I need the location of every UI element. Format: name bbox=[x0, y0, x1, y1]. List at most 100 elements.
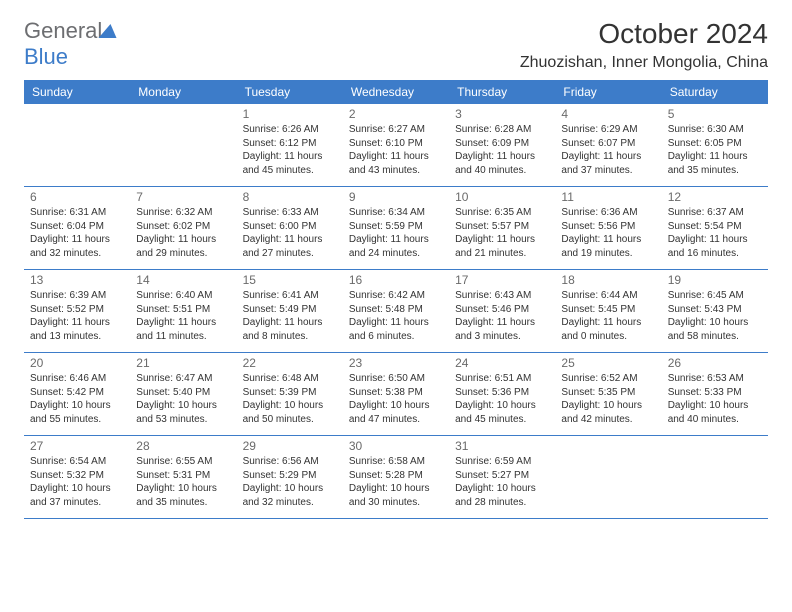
logo: General Blue bbox=[24, 18, 118, 70]
week-row: 6Sunrise: 6:31 AMSunset: 6:04 PMDaylight… bbox=[24, 187, 768, 270]
day-number: 9 bbox=[349, 190, 443, 204]
day-header: Friday bbox=[555, 80, 661, 104]
sunrise-text: Sunrise: 6:59 AM bbox=[455, 455, 549, 469]
day-number: 7 bbox=[136, 190, 230, 204]
day-header: Tuesday bbox=[237, 80, 343, 104]
day-body: Sunrise: 6:52 AMSunset: 5:35 PMDaylight:… bbox=[561, 372, 655, 426]
sunset-text: Sunset: 5:56 PM bbox=[561, 220, 655, 234]
sunset-text: Sunset: 5:46 PM bbox=[455, 303, 549, 317]
sunrise-text: Sunrise: 6:46 AM bbox=[30, 372, 124, 386]
sunrise-text: Sunrise: 6:45 AM bbox=[668, 289, 762, 303]
day-body: Sunrise: 6:54 AMSunset: 5:32 PMDaylight:… bbox=[30, 455, 124, 509]
day-number: 3 bbox=[455, 107, 549, 121]
sunset-text: Sunset: 6:12 PM bbox=[243, 137, 337, 151]
day-header: Thursday bbox=[449, 80, 555, 104]
daylight-text: Daylight: 11 hours and 40 minutes. bbox=[455, 150, 549, 177]
sunrise-text: Sunrise: 6:44 AM bbox=[561, 289, 655, 303]
day-body: Sunrise: 6:28 AMSunset: 6:09 PMDaylight:… bbox=[455, 123, 549, 177]
day-body: Sunrise: 6:53 AMSunset: 5:33 PMDaylight:… bbox=[668, 372, 762, 426]
sunrise-text: Sunrise: 6:29 AM bbox=[561, 123, 655, 137]
day-cell: 19Sunrise: 6:45 AMSunset: 5:43 PMDayligh… bbox=[662, 270, 768, 352]
sunset-text: Sunset: 6:09 PM bbox=[455, 137, 549, 151]
day-body: Sunrise: 6:31 AMSunset: 6:04 PMDaylight:… bbox=[30, 206, 124, 260]
daylight-text: Daylight: 11 hours and 8 minutes. bbox=[243, 316, 337, 343]
sunrise-text: Sunrise: 6:55 AM bbox=[136, 455, 230, 469]
day-cell bbox=[130, 104, 236, 186]
day-cell bbox=[662, 436, 768, 518]
sunset-text: Sunset: 5:42 PM bbox=[30, 386, 124, 400]
day-body: Sunrise: 6:59 AMSunset: 5:27 PMDaylight:… bbox=[455, 455, 549, 509]
daylight-text: Daylight: 10 hours and 42 minutes. bbox=[561, 399, 655, 426]
sunrise-text: Sunrise: 6:58 AM bbox=[349, 455, 443, 469]
day-body: Sunrise: 6:40 AMSunset: 5:51 PMDaylight:… bbox=[136, 289, 230, 343]
day-body: Sunrise: 6:58 AMSunset: 5:28 PMDaylight:… bbox=[349, 455, 443, 509]
sunrise-text: Sunrise: 6:32 AM bbox=[136, 206, 230, 220]
sunrise-text: Sunrise: 6:33 AM bbox=[243, 206, 337, 220]
sunset-text: Sunset: 5:39 PM bbox=[243, 386, 337, 400]
day-cell: 13 Sunrise: 6:39 AMSunset: 5:52 PMDayligh… bbox=[24, 270, 130, 352]
day-cell: 22Sunrise: 6:48 AMSunset: 5:39 PMDayligh… bbox=[237, 353, 343, 435]
daylight-text: Daylight: 11 hours and 21 minutes. bbox=[455, 233, 549, 260]
day-header: Saturday bbox=[662, 80, 768, 104]
day-cell: 26Sunrise: 6:53 AMSunset: 5:33 PMDayligh… bbox=[662, 353, 768, 435]
day-body: Sunrise: 6:43 AMSunset: 5:46 PMDaylight:… bbox=[455, 289, 549, 343]
daylight-text: Daylight: 11 hours and 32 minutes. bbox=[30, 233, 124, 260]
sunrise-text: Sunrise: 6:28 AM bbox=[455, 123, 549, 137]
day-number: 28 bbox=[136, 439, 230, 453]
sunrise-text: Sunrise: 6:39 AM bbox=[30, 289, 124, 303]
day-number: 29 bbox=[243, 439, 337, 453]
day-cell: 4Sunrise: 6:29 AMSunset: 6:07 PMDaylight… bbox=[555, 104, 661, 186]
day-number: 25 bbox=[561, 356, 655, 370]
sunset-text: Sunset: 5:27 PM bbox=[455, 469, 549, 483]
daylight-text: Daylight: 10 hours and 58 minutes. bbox=[668, 316, 762, 343]
sunset-text: Sunset: 5:48 PM bbox=[349, 303, 443, 317]
sunset-text: Sunset: 5:32 PM bbox=[30, 469, 124, 483]
daylight-text: Daylight: 11 hours and 3 minutes. bbox=[455, 316, 549, 343]
sunset-text: Sunset: 6:10 PM bbox=[349, 137, 443, 151]
title-block: October 2024 Zhuozishan, Inner Mongolia,… bbox=[520, 18, 768, 72]
day-cell: 18Sunrise: 6:44 AMSunset: 5:45 PMDayligh… bbox=[555, 270, 661, 352]
day-cell: 10Sunrise: 6:35 AMSunset: 5:57 PMDayligh… bbox=[449, 187, 555, 269]
day-cell: 21Sunrise: 6:47 AMSunset: 5:40 PMDayligh… bbox=[130, 353, 236, 435]
sunset-text: Sunset: 5:35 PM bbox=[561, 386, 655, 400]
sunset-text: Sunset: 5:29 PM bbox=[243, 469, 337, 483]
location-text: Zhuozishan, Inner Mongolia, China bbox=[520, 54, 768, 72]
day-body: Sunrise: 6:34 AMSunset: 5:59 PMDaylight:… bbox=[349, 206, 443, 260]
day-body: Sunrise: 6:27 AMSunset: 6:10 PMDaylight:… bbox=[349, 123, 443, 177]
day-body: Sunrise: 6:50 AMSunset: 5:38 PMDaylight:… bbox=[349, 372, 443, 426]
day-number: 11 bbox=[561, 190, 655, 204]
daylight-text: Daylight: 11 hours and 43 minutes. bbox=[349, 150, 443, 177]
daylight-text: Daylight: 11 hours and 29 minutes. bbox=[136, 233, 230, 260]
day-number: 5 bbox=[668, 107, 762, 121]
day-cell: 30Sunrise: 6:58 AMSunset: 5:28 PMDayligh… bbox=[343, 436, 449, 518]
day-body: Sunrise: 6:26 AMSunset: 6:12 PMDaylight:… bbox=[243, 123, 337, 177]
daylight-text: Daylight: 11 hours and 24 minutes. bbox=[349, 233, 443, 260]
daylight-text: Daylight: 11 hours and 16 minutes. bbox=[668, 233, 762, 260]
week-row: 1Sunrise: 6:26 AMSunset: 6:12 PMDaylight… bbox=[24, 104, 768, 187]
day-number: 13 bbox=[30, 273, 124, 287]
day-header: Monday bbox=[130, 80, 236, 104]
day-body: Sunrise: 6:39 AMSunset: 5:52 PMDaylight:… bbox=[30, 289, 124, 343]
day-number: 20 bbox=[30, 356, 124, 370]
day-body: Sunrise: 6:36 AMSunset: 5:56 PMDaylight:… bbox=[561, 206, 655, 260]
daylight-text: Daylight: 11 hours and 6 minutes. bbox=[349, 316, 443, 343]
day-number: 10 bbox=[455, 190, 549, 204]
day-header: Sunday bbox=[24, 80, 130, 104]
sunrise-text: Sunrise: 6:56 AM bbox=[243, 455, 337, 469]
logo-text-1: General bbox=[24, 18, 102, 43]
daylight-text: Daylight: 10 hours and 32 minutes. bbox=[243, 482, 337, 509]
day-header: Wednesday bbox=[343, 80, 449, 104]
week-row: 20Sunrise: 6:46 AMSunset: 5:42 PMDayligh… bbox=[24, 353, 768, 436]
day-number: 12 bbox=[668, 190, 762, 204]
daylight-text: Daylight: 10 hours and 55 minutes. bbox=[30, 399, 124, 426]
daylight-text: Daylight: 10 hours and 37 minutes. bbox=[30, 482, 124, 509]
sunrise-text: Sunrise: 6:26 AM bbox=[243, 123, 337, 137]
day-body: Sunrise: 6:32 AMSunset: 6:02 PMDaylight:… bbox=[136, 206, 230, 260]
daylight-text: Daylight: 11 hours and 11 minutes. bbox=[136, 316, 230, 343]
sunrise-text: Sunrise: 6:34 AM bbox=[349, 206, 443, 220]
week-row: 27Sunrise: 6:54 AMSunset: 5:32 PMDayligh… bbox=[24, 436, 768, 519]
day-body: Sunrise: 6:33 AMSunset: 6:00 PMDaylight:… bbox=[243, 206, 337, 260]
sunset-text: Sunset: 6:02 PM bbox=[136, 220, 230, 234]
day-cell: 17Sunrise: 6:43 AMSunset: 5:46 PMDayligh… bbox=[449, 270, 555, 352]
day-cell bbox=[24, 104, 130, 186]
